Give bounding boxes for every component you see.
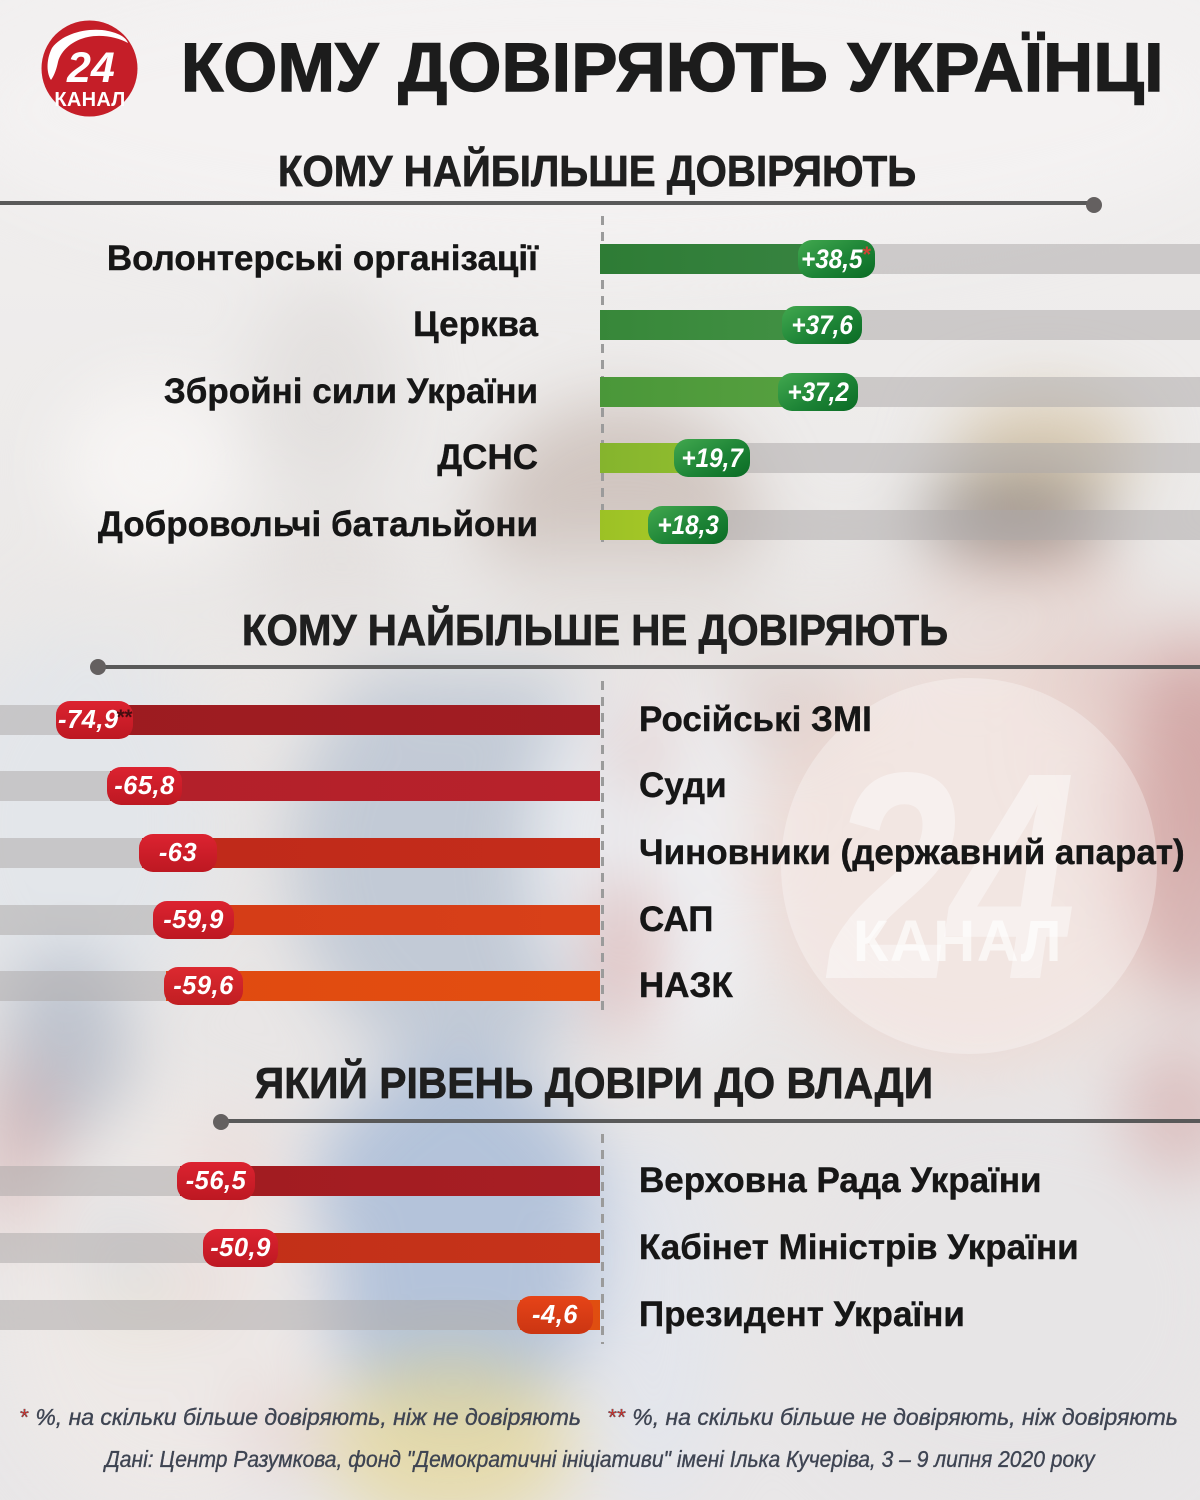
svg-text:КАНАЛ: КАНАЛ (54, 89, 125, 111)
svg-text:24: 24 (66, 44, 115, 92)
